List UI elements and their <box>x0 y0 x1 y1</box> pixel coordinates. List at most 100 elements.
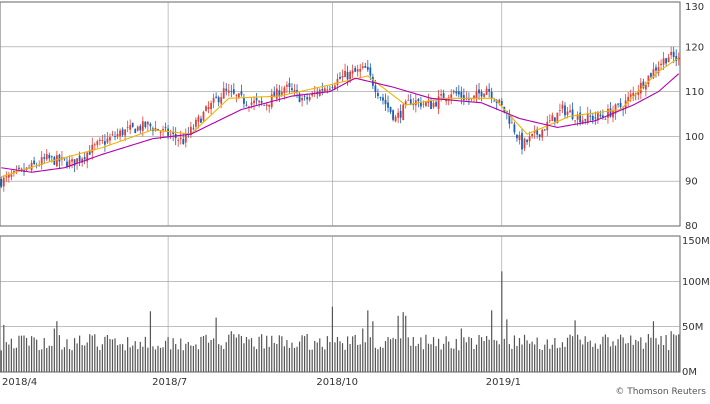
volume-bar <box>364 342 366 372</box>
candle-body <box>0 178 3 187</box>
candle-body <box>447 97 450 101</box>
candle-body <box>240 91 243 95</box>
volume-bar <box>445 336 447 372</box>
volume-bar <box>104 336 106 372</box>
candle-body <box>283 87 286 94</box>
candle-body <box>66 161 68 167</box>
volume-bar <box>180 338 182 372</box>
candle-body <box>460 91 463 98</box>
candle-body <box>217 97 220 103</box>
volume-y-tick-label: 0M <box>682 367 697 378</box>
volume-bar <box>521 344 523 372</box>
candle-body <box>374 85 377 92</box>
candle-body <box>553 117 556 122</box>
candle-body <box>427 100 430 104</box>
volume-bar <box>159 347 162 372</box>
candle-body <box>260 101 263 103</box>
candle-body <box>392 110 394 120</box>
candle-body <box>404 101 407 105</box>
candle-body <box>425 102 427 106</box>
candle-body <box>164 127 167 129</box>
candle-body <box>268 104 271 107</box>
volume-bar <box>503 338 505 372</box>
volume-bar <box>170 349 172 372</box>
candle-body <box>389 106 392 113</box>
volume-bar <box>625 343 627 372</box>
candle-body <box>619 102 622 108</box>
candle-body <box>200 118 202 123</box>
volume-bar <box>263 348 265 372</box>
candle-body <box>255 98 258 101</box>
candle-body <box>407 99 410 101</box>
candle-body <box>655 67 657 71</box>
candle-body <box>510 122 513 124</box>
volume-bar <box>195 344 197 372</box>
volume-bar <box>250 338 253 372</box>
candle-body <box>379 97 382 99</box>
candle-body <box>275 88 278 99</box>
volume-bar <box>202 335 205 372</box>
candle-body <box>326 89 329 91</box>
volume-bar <box>76 343 78 372</box>
candle-body <box>109 137 111 141</box>
candle-body <box>523 138 526 149</box>
volume-bar <box>382 347 384 372</box>
volume-bar <box>387 337 389 372</box>
candle-body <box>579 112 582 123</box>
candle-body <box>455 91 458 94</box>
candle-body <box>58 154 61 162</box>
volume-bar <box>79 335 81 372</box>
candle-body <box>104 141 106 145</box>
candle-body <box>536 129 539 135</box>
price-y-tick-label: 90 <box>685 177 698 188</box>
volume-bar <box>384 341 387 372</box>
x-tick-label: 2018/10 <box>316 377 358 388</box>
candle-body <box>564 105 566 116</box>
candle-body <box>136 126 139 131</box>
candle-body <box>596 112 599 121</box>
candle-body <box>551 115 554 121</box>
volume-bar <box>617 339 619 372</box>
volume-bar <box>473 348 475 372</box>
candle-body <box>409 99 412 105</box>
candle-body <box>265 104 268 106</box>
candle-body <box>225 88 228 91</box>
volume-bar <box>230 331 232 372</box>
candle-body <box>538 134 541 137</box>
candle-body <box>349 71 352 80</box>
volume-bar <box>71 350 73 372</box>
volume-y-tick-label: 50M <box>682 322 703 333</box>
candle-body <box>604 118 607 120</box>
candle-body <box>129 124 132 130</box>
volume-bars-group <box>0 271 680 372</box>
volume-bar <box>271 335 273 372</box>
volume-bar <box>152 346 154 372</box>
volume-bar <box>306 334 308 372</box>
candle-body <box>493 100 496 102</box>
volume-bar <box>435 346 437 372</box>
candle-body <box>258 100 261 103</box>
volume-bar <box>144 336 146 372</box>
candle-body <box>245 104 248 106</box>
candle-body <box>291 88 293 91</box>
volume-bar <box>657 344 660 372</box>
volume-bar <box>609 346 612 372</box>
price-y-tick-label: 80 <box>685 221 698 232</box>
candle-body <box>101 140 104 141</box>
volume-bar <box>243 343 245 372</box>
candle-body <box>457 91 460 95</box>
volume-bar <box>516 345 518 372</box>
volume-bar <box>63 347 66 372</box>
candle-body <box>556 112 559 124</box>
volume-bar <box>612 341 614 372</box>
candle-body <box>364 65 367 68</box>
volume-bar <box>392 337 394 372</box>
candle-body <box>81 158 84 163</box>
candle-body <box>179 137 182 139</box>
volume-bar <box>309 349 311 372</box>
volume-bar <box>506 319 508 372</box>
candle-body <box>591 115 594 120</box>
volume-bar <box>354 334 356 372</box>
volume-bar <box>425 334 427 372</box>
